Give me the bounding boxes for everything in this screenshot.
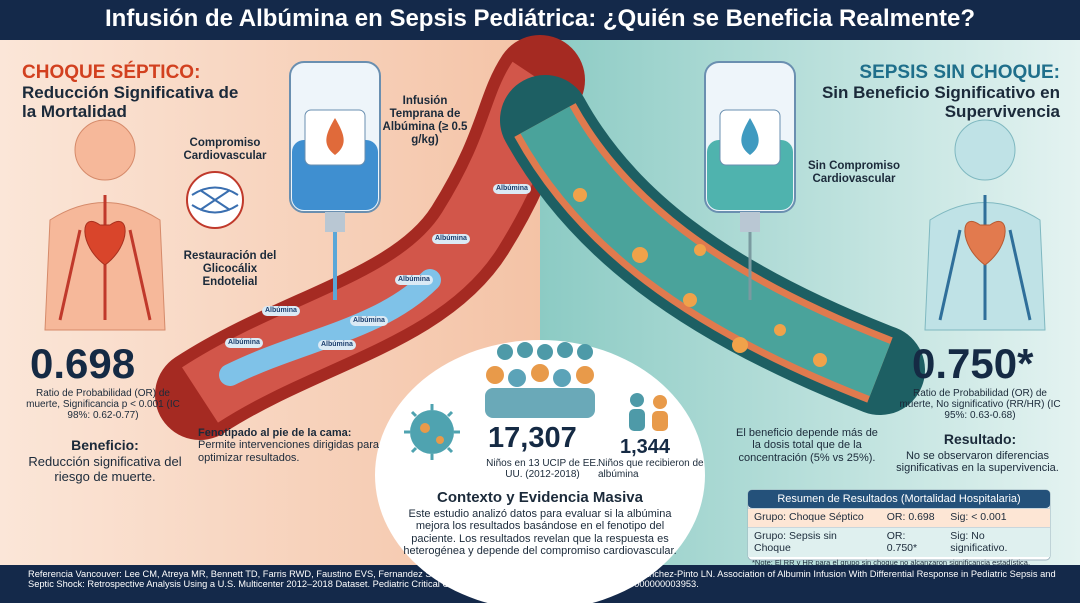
summary-table: Resumen de Resultados (Mortalidad Hospit… (748, 490, 1050, 570)
left-stat-desc: Ratio de Probabilidad (OR) de muerte, Si… (26, 388, 180, 422)
table-cell: Grupo: Sepsis sin Choque (748, 526, 881, 558)
table-title: Resumen de Resultados (Mortalidad Hospit… (777, 493, 1021, 505)
left-heading: Reducción Significativa de la Mortalidad (22, 83, 239, 122)
right-stat: 0.750* (912, 340, 1034, 387)
vessel-label: Albúmina (395, 275, 433, 285)
page-title: Infusión de Albúmina en Sepsis Pediátric… (105, 5, 975, 32)
phenotype-title: Fenotipado al pie de la cama: (198, 427, 352, 439)
people-icon (485, 342, 595, 418)
table-cell: Grupo: Choque Séptico (748, 508, 881, 528)
table-cell: Sig: < 0.001 (944, 508, 1050, 528)
vessel-label: Albúmina (318, 340, 356, 350)
dose-text: El beneficio depende más de la dosis tot… (736, 427, 878, 464)
title-bar (0, 0, 1080, 40)
context-text: Este estudio analizó datos para evaluar … (403, 508, 677, 557)
right-vessel (500, 75, 925, 415)
count-main-desc: Niños en 13 UCIP de EE. UU. (2012-2018) (486, 458, 599, 481)
vessel-label: Albúmina (432, 234, 470, 244)
table-cell: Sig: No significativo. (944, 526, 1050, 558)
count-sub-desc: Niños que recibieron de albúmina (598, 458, 704, 481)
table-cell: OR: 0.698 (880, 508, 945, 528)
vessel-label: Albúmina (350, 316, 388, 326)
phenotype: Fenotipado al pie de la cama: Permite int… (198, 427, 388, 464)
vessel-label: Albúmina (225, 338, 263, 348)
right-compromise: Sin Compromiso Cardiovascular (808, 160, 901, 185)
center-panel (375, 340, 705, 603)
right-stat-desc: Ratio de Probabilidad (OR) de muerte, No… (899, 388, 1061, 422)
table-row: Grupo: Choque Séptico OR: 0.698 Sig: < 0.0… (748, 508, 1050, 528)
left-stat: 0.698 (30, 340, 136, 387)
left-glycocalyx: Restauración del Glicocálix Endotelial (183, 250, 277, 288)
table-row: Grupo: Sepsis sin Choque OR: 0.750* Sig: N… (748, 526, 1050, 558)
table-body: Grupo: Choque Séptico OR: 0.698 Sig: < 0.0… (748, 508, 1050, 558)
pathogen-icon (404, 404, 460, 460)
count-sub: 1,344 (620, 436, 671, 458)
result-text: No se observaron diferencias significati… (896, 450, 1059, 475)
context-title: Contexto y Evidencia Masiva (437, 489, 643, 506)
right-heading: Sin Beneficio Significativo en Supervive… (821, 83, 1060, 122)
count-main: 17,307 (488, 422, 577, 454)
capillary-left (186, 171, 244, 229)
left-infusion: Infusión Temprana de Albúmina (≥ 0.5 g/k… (382, 95, 468, 146)
vessel-label: Albúmina (493, 184, 531, 194)
result-title: Resultado: (943, 431, 1017, 447)
body-right (924, 119, 1046, 331)
table-header (748, 490, 1050, 508)
reference: Referencia Vancouver: Lee CM, Atreya MR,… (28, 569, 1056, 590)
table-note: *Note: El RR y HR para el grupo sin choq… (752, 558, 1031, 568)
iv-bag-left (289, 61, 381, 300)
left-label: CHOQUE SÉPTICO: (22, 62, 201, 83)
phenotype-text: Permite intervenciones dirigidas para op… (198, 439, 379, 464)
table-cell: OR: 0.750* (880, 526, 945, 558)
vessel-label: Albúmina (262, 306, 300, 316)
left-benefit-title: Beneficio: (71, 437, 139, 453)
iv-bag-right (704, 61, 796, 300)
kids-icon (629, 393, 668, 431)
right-label: SEPSIS SIN CHOQUE: (859, 62, 1060, 83)
left-benefit-text: Reducción significativa del riesgo de mu… (28, 454, 182, 484)
body-left (44, 119, 166, 331)
left-compromise: Compromiso Cardiovascular (183, 137, 267, 162)
